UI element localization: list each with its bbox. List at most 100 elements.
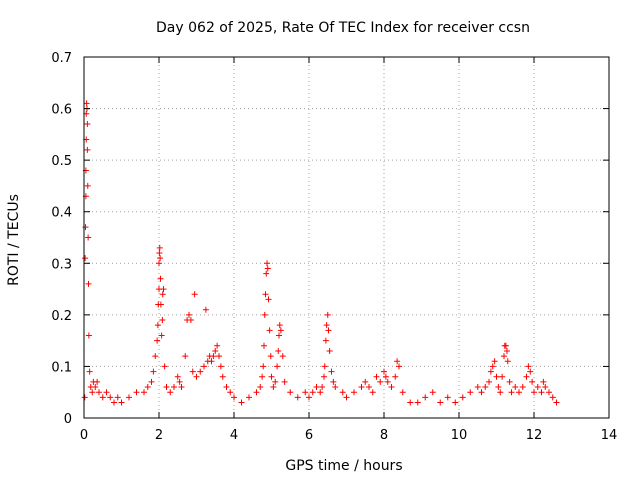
data-point	[407, 399, 414, 406]
y-tick-label: 0.4	[51, 206, 72, 221]
data-point	[317, 389, 324, 396]
y-tick-label: 0.5	[51, 154, 72, 169]
data-point	[489, 363, 496, 370]
x-axis-label: GPS time / hours	[285, 458, 402, 474]
data-point	[321, 363, 328, 370]
axis-ticks: 0 2 4 6 8 10 12 14 0 0.1 0.2 0.3 0.4 0.5 0.6 0.7	[51, 51, 617, 443]
data-point	[549, 394, 556, 401]
data-point	[499, 373, 506, 380]
data-point	[324, 311, 331, 318]
data-point	[309, 389, 316, 396]
data-point	[319, 384, 326, 391]
data-point	[287, 389, 294, 396]
data-point	[160, 286, 167, 293]
data-point	[322, 337, 329, 344]
data-point	[381, 368, 387, 375]
data-point	[516, 389, 522, 396]
data-point	[154, 337, 161, 344]
data-point	[467, 389, 474, 396]
data-point	[261, 342, 267, 349]
data-point	[553, 399, 560, 406]
data-point	[394, 358, 401, 365]
data-point	[81, 394, 88, 401]
data-point	[85, 234, 92, 241]
data-point	[259, 373, 266, 380]
data-point	[84, 146, 91, 153]
data-point	[191, 291, 198, 298]
data-point	[133, 389, 140, 396]
data-point	[313, 384, 320, 391]
data-point	[540, 378, 547, 385]
data-point	[279, 353, 286, 360]
data-point	[182, 353, 189, 360]
data-point	[157, 301, 164, 308]
data-point	[508, 389, 515, 396]
data-point	[437, 399, 444, 406]
data-point	[384, 378, 391, 385]
data-point	[216, 353, 222, 360]
data-point	[491, 358, 498, 365]
data-point	[118, 399, 125, 406]
data-point	[176, 378, 183, 385]
data-point	[332, 384, 339, 391]
data-point	[174, 373, 181, 380]
grid	[84, 57, 609, 418]
data-point	[208, 358, 215, 365]
data-point	[161, 363, 168, 370]
data-point	[486, 378, 492, 385]
data-point	[527, 368, 534, 375]
data-point	[392, 373, 399, 380]
data-point	[99, 394, 106, 401]
data-point	[321, 373, 327, 380]
x-tick-label: 0	[80, 428, 88, 443]
data-point	[377, 378, 384, 385]
data-point	[506, 378, 513, 385]
data-point	[186, 311, 192, 318]
data-point	[343, 394, 350, 401]
y-axis-label: ROTI / TECUs	[6, 194, 22, 286]
data-point	[189, 368, 196, 375]
data-point	[150, 368, 157, 375]
data-point	[156, 260, 162, 267]
data-point	[265, 296, 272, 303]
data-point	[306, 394, 312, 401]
data-point	[501, 353, 507, 360]
data-point	[529, 378, 536, 385]
data-point	[159, 291, 166, 298]
x-tick-label: 2	[155, 428, 163, 443]
data-point	[262, 291, 269, 298]
data-point	[487, 368, 494, 375]
data-point	[452, 399, 459, 406]
data-point	[519, 384, 526, 391]
data-point	[171, 384, 177, 391]
data-point	[157, 255, 164, 262]
x-tick-label: 14	[601, 428, 618, 443]
data-point	[339, 389, 346, 396]
data-point	[107, 394, 114, 401]
y-tick-label: 0	[64, 412, 72, 427]
data-point	[264, 260, 270, 267]
data-point	[330, 378, 337, 385]
data-point	[84, 121, 91, 128]
data-point	[260, 363, 267, 370]
data-point	[422, 394, 429, 401]
data-point	[542, 384, 549, 391]
data-point	[497, 389, 504, 396]
data-point	[261, 311, 268, 318]
data-point	[201, 363, 207, 370]
plot-frame	[83, 56, 610, 419]
data-point	[267, 353, 274, 360]
data-point	[111, 399, 117, 406]
data-point	[276, 332, 282, 339]
data-point	[444, 394, 451, 401]
data-point	[366, 384, 372, 391]
data-point	[302, 389, 309, 396]
data-point	[158, 332, 165, 339]
x-tick-label: 12	[526, 428, 543, 443]
data-point	[369, 389, 376, 396]
data-point	[373, 373, 380, 380]
data-point	[326, 347, 333, 354]
data-point	[154, 322, 161, 329]
data-point	[210, 353, 217, 360]
x-tick-label: 10	[451, 428, 468, 443]
